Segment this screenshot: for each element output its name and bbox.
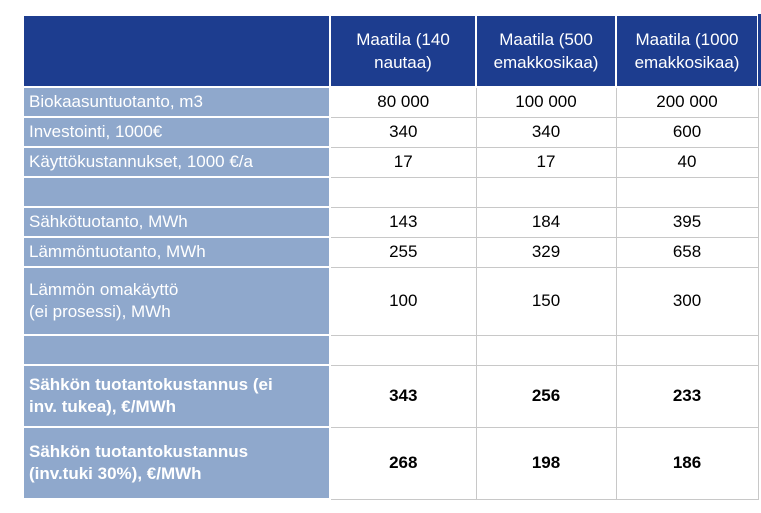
value-cell: 100 000 (475, 86, 617, 118)
text-line: Biokaasuntuotanto, m3 (29, 92, 203, 111)
column-header: Maatila (140 nautaa) (329, 14, 477, 88)
value-cell: 17 (329, 146, 477, 178)
header-corner-cell (22, 14, 331, 88)
table-row (22, 334, 759, 366)
column-header: Maatila (1000 emakkosikaa) (615, 14, 759, 88)
value-cell: 256 (475, 364, 617, 428)
biogas-cost-table: Maatila (140 nautaa) Maatila (500 emakkosik… (22, 14, 759, 500)
row-label: Sähkön tuotantokustannus (ei inv. tukea),… (22, 364, 331, 428)
text-line: Maatila (500 (499, 30, 593, 49)
table-row: Sähkötuotanto, MWh 143 184 395 (22, 206, 759, 238)
text-line: Sähkön tuotantokustannus (ei (29, 375, 273, 394)
value-cell: 143 (329, 206, 477, 238)
text-line: Investointi, 1000€ (29, 122, 163, 141)
row-label: Sähkön tuotantokustannus (inv.tuki 30%), … (22, 426, 331, 500)
header-edge-strip (758, 14, 761, 86)
value-cell: 100 (329, 266, 477, 336)
value-cell: 340 (329, 116, 477, 148)
text-line: emakkosikaa) (493, 53, 599, 72)
value-cell (475, 176, 617, 208)
row-label (22, 334, 331, 366)
value-cell: 658 (615, 236, 759, 268)
text-line: (inv.tuki 30%), €/MWh (29, 464, 202, 483)
table-row: Lämmöntuotanto, MWh 255 329 658 (22, 236, 759, 268)
row-label (22, 176, 331, 208)
value-cell (329, 334, 477, 366)
value-cell: 40 (615, 146, 759, 178)
table-row: Lämmön omakäyttö (ei prosessi), MWh 100 150… (22, 266, 759, 336)
text-line: (ei prosessi), MWh (29, 302, 171, 321)
text-line: Lämmön omakäyttö (29, 280, 179, 299)
value-cell (615, 334, 759, 366)
row-label: Sähkötuotanto, MWh (22, 206, 331, 238)
table-row: Biokaasuntuotanto, m3 80 000 100 000 200 00… (22, 86, 759, 118)
value-cell: 186 (615, 426, 759, 500)
row-label: Biokaasuntuotanto, m3 (22, 86, 331, 118)
value-cell: 150 (475, 266, 617, 336)
value-cell: 80 000 (329, 86, 477, 118)
text-line: inv. tukea), €/MWh (29, 397, 177, 416)
value-cell: 600 (615, 116, 759, 148)
column-header: Maatila (500 emakkosikaa) (475, 14, 617, 88)
value-cell: 198 (475, 426, 617, 500)
value-cell (615, 176, 759, 208)
value-cell: 255 (329, 236, 477, 268)
value-cell: 233 (615, 364, 759, 428)
value-cell: 17 (475, 146, 617, 178)
value-cell (329, 176, 477, 208)
row-label: Investointi, 1000€ (22, 116, 331, 148)
table-row: Käyttökustannukset, 1000 €/a 17 17 40 (22, 146, 759, 178)
text-line: Lämmöntuotanto, MWh (29, 242, 206, 261)
table-row: Investointi, 1000€ 340 340 600 (22, 116, 759, 148)
value-cell: 200 000 (615, 86, 759, 118)
table-row: Sähkön tuotantokustannus (ei inv. tukea),… (22, 364, 759, 428)
value-cell: 343 (329, 364, 477, 428)
text-line: Sähkötuotanto, MWh (29, 212, 188, 231)
text-line: Sähkön tuotantokustannus (29, 442, 249, 461)
header-row: Maatila (140 nautaa) Maatila (500 emakkosik… (22, 14, 759, 88)
table-row (22, 176, 759, 208)
text-line: emakkosikaa) (634, 53, 740, 72)
row-label: Lämmön omakäyttö (ei prosessi), MWh (22, 266, 331, 336)
value-cell: 300 (615, 266, 759, 336)
text-line: nautaa) (374, 53, 432, 72)
row-label: Käyttökustannukset, 1000 €/a (22, 146, 331, 178)
value-cell: 329 (475, 236, 617, 268)
value-cell: 184 (475, 206, 617, 238)
table-row: Sähkön tuotantokustannus (inv.tuki 30%), … (22, 426, 759, 500)
value-cell: 395 (615, 206, 759, 238)
value-cell: 268 (329, 426, 477, 500)
text-line: Käyttökustannukset, 1000 €/a (29, 152, 253, 171)
row-label: Lämmöntuotanto, MWh (22, 236, 331, 268)
value-cell (475, 334, 617, 366)
text-line: Maatila (1000 (635, 30, 739, 49)
value-cell: 340 (475, 116, 617, 148)
text-line: Maatila (140 (356, 30, 450, 49)
